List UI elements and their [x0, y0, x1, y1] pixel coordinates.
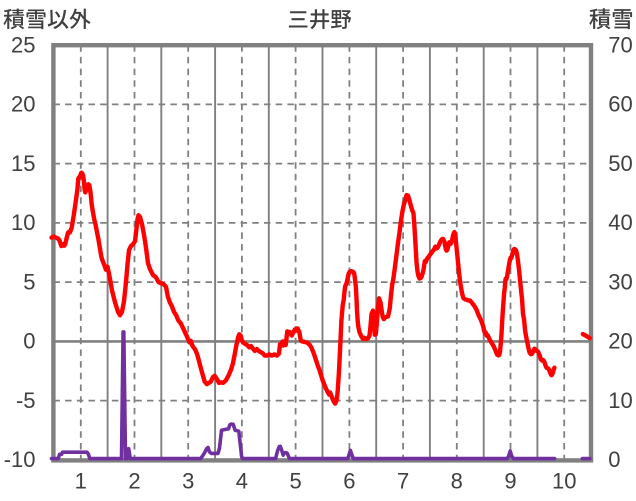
svg-text:1: 1	[75, 468, 87, 493]
svg-text:20: 20	[11, 92, 35, 117]
svg-text:-10: -10	[4, 447, 36, 472]
svg-text:10: 10	[552, 468, 576, 493]
svg-text:7: 7	[397, 468, 409, 493]
svg-text:3: 3	[182, 468, 194, 493]
svg-text:2: 2	[128, 468, 140, 493]
svg-text:60: 60	[608, 92, 632, 117]
svg-text:-5: -5	[16, 388, 36, 413]
svg-text:5: 5	[289, 468, 301, 493]
svg-text:30: 30	[608, 269, 632, 294]
svg-text:0: 0	[608, 447, 620, 472]
svg-text:15: 15	[11, 151, 35, 176]
svg-text:40: 40	[608, 210, 632, 235]
svg-text:5: 5	[23, 269, 35, 294]
svg-text:10: 10	[608, 388, 632, 413]
svg-text:8: 8	[451, 468, 463, 493]
svg-text:70: 70	[608, 32, 632, 57]
svg-text:10: 10	[11, 210, 35, 235]
svg-text:0: 0	[23, 329, 35, 354]
svg-text:50: 50	[608, 151, 632, 176]
svg-text:20: 20	[608, 329, 632, 354]
svg-text:6: 6	[343, 468, 355, 493]
svg-text:25: 25	[11, 32, 35, 57]
svg-text:9: 9	[504, 468, 516, 493]
svg-text:4: 4	[236, 468, 248, 493]
